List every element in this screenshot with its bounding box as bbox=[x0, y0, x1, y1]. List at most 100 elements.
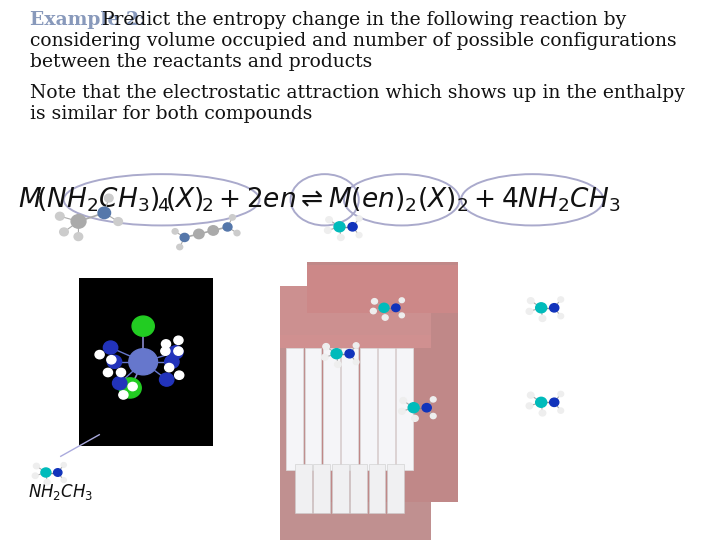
Circle shape bbox=[539, 410, 546, 416]
Circle shape bbox=[119, 391, 128, 399]
Circle shape bbox=[161, 347, 170, 355]
Circle shape bbox=[558, 314, 564, 319]
Circle shape bbox=[234, 231, 240, 236]
Circle shape bbox=[174, 347, 183, 355]
Circle shape bbox=[379, 303, 389, 312]
Circle shape bbox=[98, 207, 111, 219]
Bar bbox=[280, 335, 431, 348]
Bar bbox=[387, 464, 404, 513]
Circle shape bbox=[370, 308, 377, 314]
Circle shape bbox=[128, 382, 138, 391]
Circle shape bbox=[331, 349, 342, 359]
Circle shape bbox=[422, 403, 431, 412]
Circle shape bbox=[334, 222, 345, 232]
Circle shape bbox=[558, 408, 564, 413]
Text: considering volume occupied and number of possible configurations: considering volume occupied and number o… bbox=[30, 32, 677, 50]
Circle shape bbox=[32, 473, 38, 478]
Circle shape bbox=[160, 373, 174, 386]
Circle shape bbox=[431, 414, 436, 418]
Circle shape bbox=[41, 468, 51, 477]
Circle shape bbox=[95, 350, 104, 359]
Circle shape bbox=[176, 244, 183, 249]
Circle shape bbox=[117, 368, 125, 377]
Circle shape bbox=[208, 226, 218, 235]
Circle shape bbox=[112, 377, 127, 390]
Circle shape bbox=[536, 397, 546, 407]
Circle shape bbox=[180, 233, 189, 241]
Circle shape bbox=[412, 415, 418, 421]
Circle shape bbox=[326, 217, 333, 222]
Bar bbox=[286, 348, 303, 470]
Circle shape bbox=[161, 340, 171, 348]
Circle shape bbox=[104, 194, 113, 202]
Bar bbox=[360, 348, 377, 470]
Circle shape bbox=[526, 403, 533, 409]
Circle shape bbox=[335, 361, 341, 367]
Circle shape bbox=[356, 233, 362, 238]
Circle shape bbox=[107, 355, 122, 368]
Circle shape bbox=[399, 408, 405, 414]
Circle shape bbox=[44, 480, 50, 485]
Circle shape bbox=[325, 227, 331, 233]
Bar bbox=[397, 348, 413, 470]
Circle shape bbox=[119, 378, 141, 398]
Circle shape bbox=[129, 349, 158, 375]
Bar bbox=[323, 348, 340, 470]
Circle shape bbox=[71, 214, 86, 228]
Bar bbox=[295, 464, 312, 513]
Text: $M\!\left(NH_2CH_3\right)_{\!4}\!\left(X\right)_{\!2}+2en \rightleftharpoons M(e: $M\!\left(NH_2CH_3\right)_{\!4}\!\left(X… bbox=[17, 186, 620, 214]
Circle shape bbox=[526, 308, 533, 314]
Text: $NH_2CH_3$: $NH_2CH_3$ bbox=[28, 482, 94, 502]
Circle shape bbox=[431, 397, 436, 402]
Circle shape bbox=[399, 298, 405, 302]
Circle shape bbox=[61, 463, 66, 467]
Circle shape bbox=[408, 403, 419, 413]
Circle shape bbox=[55, 212, 64, 220]
Circle shape bbox=[354, 360, 359, 365]
Circle shape bbox=[132, 316, 154, 336]
Text: Predict the entropy change in the following reaction by: Predict the entropy change in the follow… bbox=[102, 11, 626, 29]
Circle shape bbox=[372, 299, 377, 304]
Bar bbox=[305, 348, 321, 470]
Bar bbox=[313, 464, 330, 513]
Text: Note that the electrostatic attraction which shows up in the enthalpy: Note that the electrostatic attraction w… bbox=[30, 84, 685, 102]
Circle shape bbox=[536, 303, 546, 313]
Bar bbox=[332, 464, 348, 513]
Circle shape bbox=[114, 218, 122, 226]
Bar bbox=[307, 262, 458, 502]
Circle shape bbox=[400, 397, 407, 403]
Circle shape bbox=[53, 469, 62, 476]
Bar bbox=[280, 286, 431, 335]
Circle shape bbox=[348, 222, 357, 231]
Bar bbox=[378, 348, 395, 470]
Circle shape bbox=[168, 346, 183, 359]
Circle shape bbox=[165, 363, 174, 372]
Circle shape bbox=[539, 315, 546, 321]
Bar bbox=[307, 265, 458, 313]
Text: Example 2:: Example 2: bbox=[30, 11, 146, 29]
Circle shape bbox=[356, 216, 362, 221]
Circle shape bbox=[172, 228, 178, 234]
Circle shape bbox=[74, 233, 83, 240]
Text: between the reactants and products: between the reactants and products bbox=[30, 53, 373, 71]
Bar bbox=[369, 464, 385, 513]
Circle shape bbox=[175, 371, 184, 380]
Bar bbox=[79, 278, 212, 446]
Circle shape bbox=[60, 228, 68, 236]
Bar bbox=[341, 348, 359, 470]
Circle shape bbox=[33, 463, 40, 469]
Circle shape bbox=[174, 336, 183, 345]
Circle shape bbox=[549, 398, 559, 407]
Circle shape bbox=[558, 297, 564, 302]
Circle shape bbox=[61, 478, 66, 482]
Circle shape bbox=[322, 354, 328, 360]
Circle shape bbox=[323, 343, 329, 349]
Circle shape bbox=[104, 368, 112, 377]
Circle shape bbox=[399, 313, 405, 318]
Circle shape bbox=[194, 229, 204, 239]
Circle shape bbox=[107, 356, 116, 364]
Circle shape bbox=[382, 315, 388, 320]
Circle shape bbox=[230, 215, 235, 220]
Circle shape bbox=[528, 298, 534, 303]
Circle shape bbox=[165, 355, 179, 368]
